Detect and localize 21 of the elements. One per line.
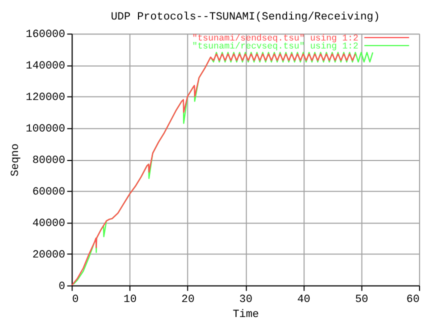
y-axis-title: Seqno — [10, 144, 22, 176]
x-axis-title: Time — [232, 308, 259, 321]
y-tick-label: 20000 — [32, 249, 66, 262]
y-tick-label: 80000 — [32, 154, 66, 167]
x-tick-label: 60 — [406, 294, 420, 306]
x-tick-label: 20 — [181, 294, 195, 306]
legend-label: "tsunami/sendseq.tsu" using 1:2 — [192, 34, 358, 44]
x-tick-label: 30 — [239, 294, 252, 306]
x-tick-label: 40 — [297, 294, 310, 306]
legend-label: "tsunami/recvseq.tsu" using 1:2 — [192, 42, 358, 52]
x-tick-label: 50 — [355, 294, 368, 306]
y-tick-label: 60000 — [32, 186, 66, 198]
chart-title: UDP Protocols--TSUNAMI(Sending/Receiving) — [110, 12, 380, 24]
y-tick-label: 160000 — [26, 29, 66, 42]
y-tick-label: 40000 — [32, 218, 66, 230]
y-tick-label: 120000 — [26, 92, 66, 104]
y-tick-label: 140000 — [26, 60, 66, 73]
x-tick-label: 10 — [123, 294, 137, 306]
x-tick-label: 0 — [72, 294, 79, 306]
y-tick-label: 0 — [58, 280, 66, 293]
y-tick-label: 100000 — [26, 124, 66, 136]
